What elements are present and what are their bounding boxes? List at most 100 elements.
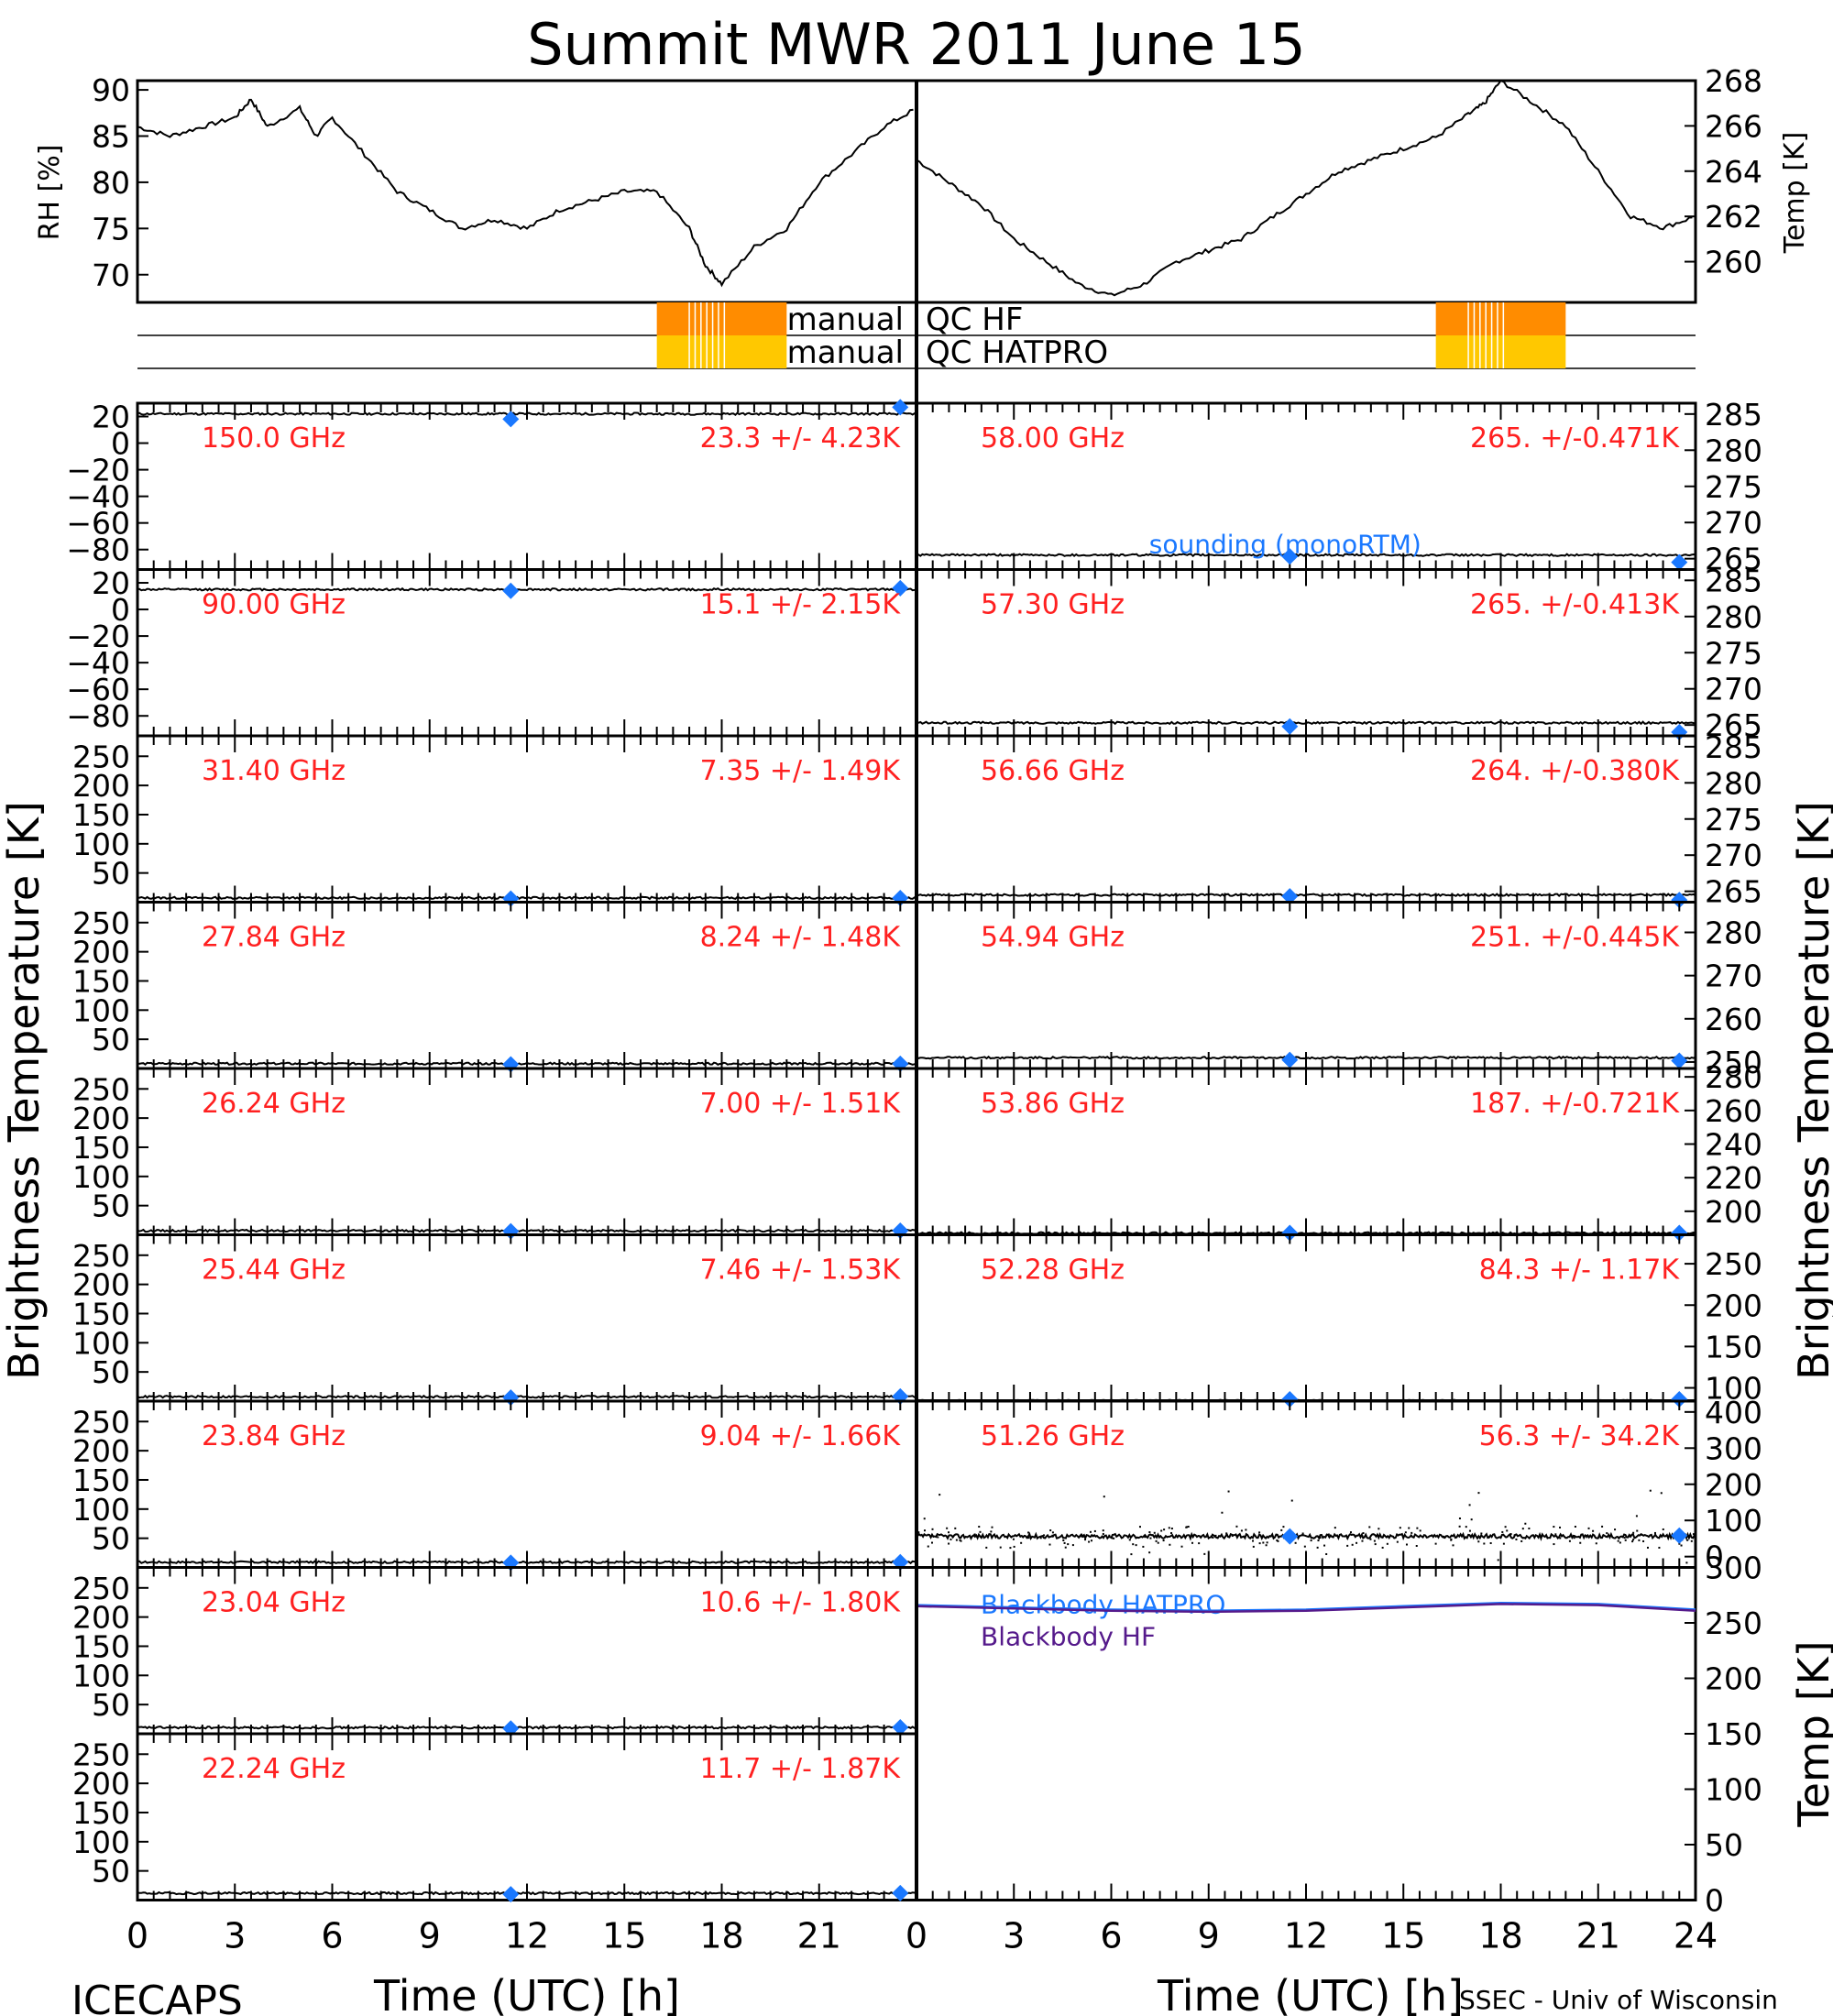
scatter-point: [1276, 1539, 1279, 1541]
sounding-marker: [502, 1886, 520, 1903]
y-tick-label: 285: [1705, 729, 1762, 765]
y-tick-label: 275: [1705, 469, 1762, 505]
y-tick-label: 266: [1705, 108, 1762, 144]
x-tick-label: 24: [1674, 1916, 1718, 1956]
blackbody-series-line: [916, 1603, 1696, 1614]
scatter-point: [1601, 1525, 1604, 1528]
scatter-point: [1160, 1529, 1163, 1532]
frequency-label: 22.24 GHz: [202, 1753, 346, 1785]
scatter-point: [1062, 1539, 1065, 1541]
scatter-point: [949, 1538, 952, 1540]
statistic-label: 9.04 +/- 1.66K: [700, 1420, 902, 1452]
x-tick-label: 9: [419, 1916, 441, 1956]
scatter-point: [1509, 1533, 1512, 1536]
series-line-tb_090: [137, 586, 917, 592]
scatter-point: [1642, 1539, 1645, 1542]
y-tick-label: 50: [92, 1189, 130, 1224]
scatter-point: [1130, 1553, 1133, 1556]
scatter-point: [1468, 1529, 1471, 1532]
sounding-marker: [1671, 1391, 1688, 1408]
scatter-point: [1163, 1528, 1166, 1531]
scatter-point: [1111, 1537, 1114, 1539]
scatter-point: [948, 1531, 950, 1534]
x-tick-label: 18: [699, 1916, 743, 1956]
y-tick-label: 262: [1705, 199, 1762, 235]
scatter-point: [990, 1530, 993, 1533]
scatter-point: [1480, 1532, 1483, 1535]
y-tick-label: 270: [1705, 959, 1762, 994]
scatter-point: [1102, 1529, 1104, 1532]
y-tick-label: 265: [1705, 874, 1762, 910]
scatter-point: [1144, 1536, 1147, 1539]
scatter-point: [1327, 1533, 1330, 1536]
y-tick-label: 200: [1705, 1467, 1762, 1503]
frequency-label: 25.44 GHz: [202, 1255, 346, 1287]
scatter-point: [1168, 1527, 1170, 1529]
statistic-label: 264. +/-0.380K: [1470, 755, 1680, 787]
scatter-point: [1043, 1534, 1046, 1537]
scatter-point: [1502, 1542, 1505, 1545]
y-tick-label: 100: [72, 827, 130, 862]
sounding-marker: [892, 399, 909, 416]
statistic-label: 84.3 +/- 1.17K: [1479, 1255, 1681, 1287]
frequency-label: 51.26 GHz: [981, 1420, 1125, 1452]
blackbody-axis-label: Temp [K]: [1789, 1640, 1833, 1827]
scatter-point: [1631, 1540, 1634, 1543]
scatter-point: [1170, 1528, 1173, 1530]
frequency-label: 31.40 GHz: [202, 755, 346, 787]
sounding-marker: [1281, 888, 1299, 905]
qc-flag-band: [1435, 335, 1566, 368]
series-line-tb_5386: [916, 1231, 1696, 1235]
scatter-point: [1210, 1535, 1213, 1538]
scatter-point: [1039, 1537, 1042, 1539]
scatter-point: [1323, 1544, 1326, 1547]
scatter-point: [1553, 1543, 1555, 1546]
scatter-point: [1266, 1541, 1268, 1544]
y-tick-label: 150: [72, 1130, 130, 1166]
x-tick-label: 0: [906, 1916, 927, 1956]
scatter-point: [923, 1517, 926, 1520]
statistic-label: 187. +/-0.721K: [1470, 1088, 1680, 1120]
series-line-tb_3140: [137, 895, 917, 901]
y-tick-label: 200: [72, 1267, 130, 1303]
scatter-point: [1513, 1534, 1516, 1537]
figure-title: Summit MWR 2011 June 15: [527, 11, 1305, 78]
rh-panel-frame: [136, 79, 918, 304]
scatter-point: [1489, 1542, 1492, 1545]
y-tick-label: 0: [1705, 1539, 1724, 1575]
scatter-point: [1225, 1532, 1228, 1535]
scatter-point: [1408, 1527, 1410, 1529]
scatter-point: [1132, 1543, 1135, 1546]
scatter-point: [1258, 1531, 1261, 1534]
scatter-point: [1458, 1525, 1461, 1528]
scatter-point: [1410, 1531, 1413, 1534]
scatter-point: [1290, 1499, 1293, 1502]
scatter-point: [1374, 1543, 1377, 1546]
sounding-marker: [1671, 1052, 1688, 1069]
scatter-point: [1636, 1529, 1639, 1532]
scatter-point: [1212, 1536, 1214, 1539]
scatter-point: [1658, 1546, 1661, 1549]
scatter-point: [1404, 1531, 1407, 1534]
y-tick-label: 270: [1705, 505, 1762, 541]
scatter-point: [1301, 1532, 1304, 1535]
scatter-point: [1368, 1526, 1371, 1528]
scatter-point: [1692, 1533, 1695, 1536]
scatter-point: [1614, 1528, 1617, 1531]
scatter-point: [1653, 1531, 1656, 1534]
scatter-point: [1191, 1541, 1194, 1544]
x-axis-label-right: Time (UTC) [h]: [1157, 1971, 1464, 2016]
y-tick-label: 280: [1705, 915, 1762, 951]
scatter-point: [1084, 1539, 1087, 1541]
scatter-point: [917, 1531, 920, 1534]
scatter-point: [937, 1536, 939, 1539]
sounding-marker: [892, 1884, 909, 1901]
frequency-label: 53.86 GHz: [981, 1088, 1125, 1120]
x-tick-label: 15: [602, 1916, 646, 1956]
temperature-panel-frame: [915, 79, 1697, 304]
frequency-label: 57.30 GHz: [981, 589, 1125, 621]
temp-axis-label: Temp [K]: [1779, 132, 1811, 255]
y-tick-label: 100: [1705, 1371, 1762, 1407]
